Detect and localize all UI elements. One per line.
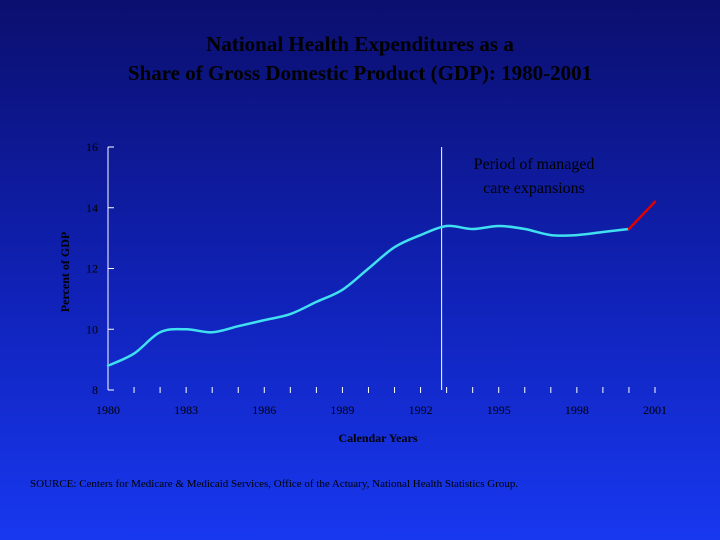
chart-axes: 8 10 12 14 16 1980 1983 1986 1989 1992 1995 1998 200…	[86, 140, 667, 417]
x-tick-label: 1998	[565, 403, 589, 417]
y-tick-label: 14	[86, 201, 98, 215]
x-axis-label: Calendar Years	[339, 431, 418, 445]
y-axis-label: Percent of GDP	[58, 232, 72, 312]
chart-marks	[106, 200, 657, 367]
series-line-projected	[627, 200, 657, 231]
source-note: SOURCE: Centers for Medicare & Medicaid …	[30, 478, 519, 490]
x-tick-label: 1986	[252, 403, 276, 417]
y-tick-label: 10	[86, 322, 98, 336]
x-tick-label: 1983	[174, 403, 198, 417]
chart-title: National Health Expenditures as a Share …	[0, 30, 720, 88]
y-tick-label: 12	[86, 262, 98, 276]
annotation-label-line1: Period of managed	[474, 156, 595, 173]
x-tick-label: 2001	[643, 403, 667, 417]
chart-title-line1: National Health Expenditures as a	[206, 32, 514, 56]
series-line-nhe	[106, 224, 631, 367]
x-tick-label: 1989	[330, 403, 354, 417]
x-tick-label: 1995	[487, 403, 511, 417]
y-tick-label: 16	[86, 140, 98, 154]
x-tick-label: 1992	[409, 403, 433, 417]
x-tick-label: 1980	[96, 403, 120, 417]
annotation-label-line2: care expansions	[483, 180, 585, 197]
y-tick-label: 8	[92, 383, 98, 397]
chart-title-line2: Share of Gross Domestic Product (GDP): 1…	[127, 61, 593, 85]
